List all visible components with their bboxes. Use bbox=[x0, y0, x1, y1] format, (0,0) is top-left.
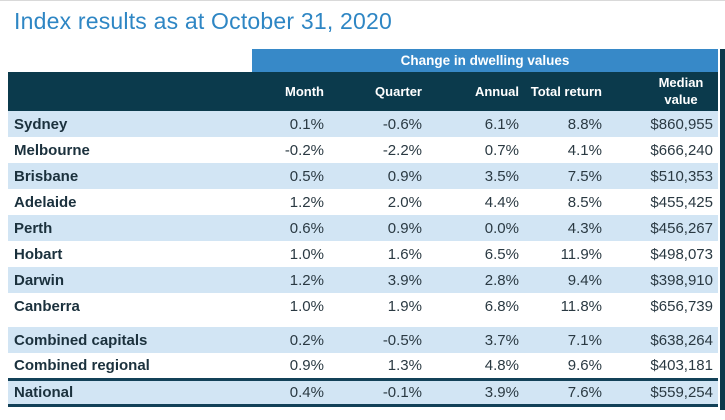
cell-annual: 3.5% bbox=[484, 167, 519, 185]
cell-median-value: $456,267 bbox=[650, 219, 713, 237]
section-spacer bbox=[8, 319, 718, 327]
cell-quarter: 1.6% bbox=[387, 245, 422, 263]
column-header-row: Month Quarter Annual Total return Median… bbox=[8, 72, 718, 111]
table-row: National 0.4% -0.1% 3.9% 7.6% $559,254 bbox=[8, 377, 718, 407]
cell-annual: 0.0% bbox=[484, 219, 519, 237]
band-spacer bbox=[8, 49, 252, 72]
cell-quarter: -0.6% bbox=[382, 115, 422, 133]
cell-month: 1.0% bbox=[289, 245, 324, 263]
cell-median-value: $510,353 bbox=[650, 167, 713, 185]
cell-quarter: 1.3% bbox=[387, 356, 422, 374]
table-row: Brisbane 0.5% 0.9% 3.5% 7.5% $510,353 bbox=[8, 163, 718, 189]
cell-total-return: 9.4% bbox=[567, 271, 602, 289]
cell-annual: 0.7% bbox=[484, 141, 519, 159]
cell-median-value: $455,425 bbox=[650, 193, 713, 211]
cell-quarter: -0.1% bbox=[329, 377, 427, 407]
column-header-region bbox=[8, 72, 252, 111]
cell-total-return: 8.5% bbox=[567, 193, 602, 211]
column-header-total-return: Total return bbox=[530, 84, 602, 99]
cell-total-return: 7.6% bbox=[524, 377, 607, 407]
cell-region-name: Darwin bbox=[14, 271, 65, 289]
cell-median-value: $860,955 bbox=[650, 115, 713, 133]
column-header-quarter: Quarter bbox=[375, 84, 422, 99]
cell-quarter: -2.2% bbox=[382, 141, 422, 159]
group-header-band: Change in dwelling values bbox=[8, 49, 718, 72]
cell-annual: 6.8% bbox=[484, 297, 519, 315]
cell-median-value: $666,240 bbox=[650, 141, 713, 159]
cell-region-name: Melbourne bbox=[14, 141, 90, 159]
column-header-month: Month bbox=[285, 84, 324, 99]
table-row: Canberra 1.0% 1.9% 6.8% 11.8% $656,739 bbox=[8, 293, 718, 319]
cell-total-return: 9.6% bbox=[567, 356, 602, 374]
cell-region-name: Canberra bbox=[14, 297, 80, 315]
cell-region-name: Combined capitals bbox=[14, 331, 148, 349]
table-row: Melbourne -0.2% -2.2% 0.7% 4.1% $666,240 bbox=[8, 137, 718, 163]
table-row: Perth 0.6% 0.9% 0.0% 4.3% $456,267 bbox=[8, 215, 718, 241]
cell-annual: 3.9% bbox=[427, 377, 524, 407]
cell-total-return: 7.5% bbox=[567, 167, 602, 185]
cell-annual: 4.4% bbox=[484, 193, 519, 211]
cell-month: 0.1% bbox=[289, 115, 324, 133]
median-value-label: Median value bbox=[658, 75, 704, 107]
cell-region-name: Combined regional bbox=[14, 356, 150, 374]
table-row: Hobart 1.0% 1.6% 6.5% 11.9% $498,073 bbox=[8, 241, 718, 267]
cell-region-name: Sydney bbox=[14, 115, 68, 133]
cell-median-value: $638,264 bbox=[650, 331, 713, 349]
cell-month: 0.6% bbox=[289, 219, 324, 237]
page-title: Index results as at October 31, 2020 bbox=[14, 8, 392, 34]
table-row: Combined capitals 0.2% -0.5% 3.7% 7.1% $638,2… bbox=[8, 327, 718, 353]
cell-annual: 6.1% bbox=[484, 115, 519, 133]
cell-total-return: 11.8% bbox=[560, 297, 602, 315]
cell-median-value: $498,073 bbox=[650, 245, 713, 263]
cell-median-value: $403,181 bbox=[650, 356, 713, 374]
cell-total-return: 4.3% bbox=[567, 219, 602, 237]
table-row: Adelaide 1.2% 2.0% 4.4% 8.5% $455,425 bbox=[8, 189, 718, 215]
cell-median-value: $398,910 bbox=[650, 271, 713, 289]
table-row: Sydney 0.1% -0.6% 6.1% 8.8% $860,955 bbox=[8, 111, 718, 137]
cell-total-return: 7.1% bbox=[567, 331, 602, 349]
cell-quarter: 3.9% bbox=[387, 271, 422, 289]
cell-month: 1.2% bbox=[289, 271, 324, 289]
cell-quarter: 2.0% bbox=[387, 193, 422, 211]
cell-annual: 3.7% bbox=[484, 331, 519, 349]
cell-region-name: Perth bbox=[14, 219, 53, 237]
cell-month: 1.0% bbox=[289, 297, 324, 315]
cell-quarter: -0.5% bbox=[382, 331, 422, 349]
cell-month: 0.9% bbox=[289, 356, 324, 374]
cell-region-name: Adelaide bbox=[14, 193, 77, 211]
column-header-median-value: Median value bbox=[607, 72, 718, 111]
cell-quarter: 1.9% bbox=[387, 297, 422, 315]
cell-region-name: Brisbane bbox=[14, 167, 79, 185]
cell-quarter: 0.9% bbox=[387, 219, 422, 237]
cell-annual: 6.5% bbox=[484, 245, 519, 263]
cell-total-return: 11.9% bbox=[560, 245, 602, 263]
column-header-annual: Annual bbox=[474, 84, 519, 99]
group-header-label: Change in dwelling values bbox=[252, 49, 718, 72]
cell-annual: 4.8% bbox=[484, 356, 519, 374]
results-table: Month Quarter Annual Total return Median… bbox=[8, 72, 718, 407]
cell-month: -0.2% bbox=[284, 141, 324, 159]
table-right-border bbox=[720, 49, 725, 410]
cell-month: 0.5% bbox=[289, 167, 324, 185]
cell-quarter: 0.9% bbox=[387, 167, 422, 185]
cell-month: 1.2% bbox=[289, 193, 324, 211]
table-row: Darwin 1.2% 3.9% 2.8% 9.4% $398,910 bbox=[8, 267, 718, 293]
cell-median-value: $656,739 bbox=[650, 297, 713, 315]
cell-total-return: 8.8% bbox=[567, 115, 602, 133]
cell-total-return: 4.1% bbox=[567, 141, 602, 159]
cell-region-name: Hobart bbox=[14, 245, 63, 263]
table-row: Combined regional 0.9% 1.3% 4.8% 9.6% $403,18… bbox=[8, 353, 718, 379]
cell-annual: 2.8% bbox=[484, 271, 519, 289]
cell-month: 0.4% bbox=[252, 377, 329, 407]
cell-region-name: National bbox=[8, 377, 252, 407]
cell-month: 0.2% bbox=[289, 331, 324, 349]
cell-median-value: $559,254 bbox=[607, 377, 718, 407]
